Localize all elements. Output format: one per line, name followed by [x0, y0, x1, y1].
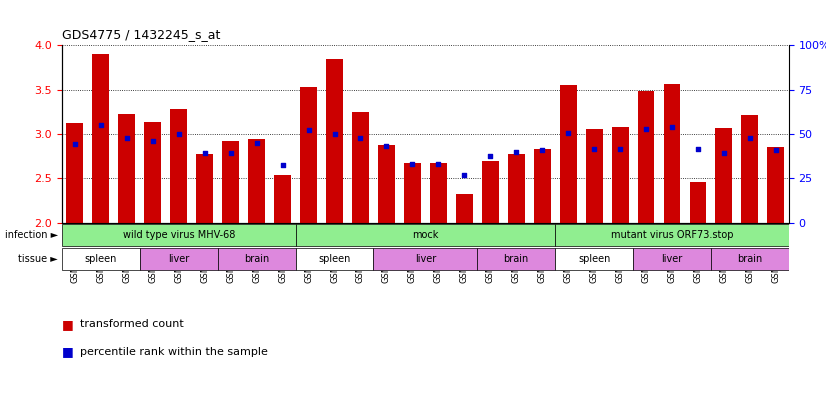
- Text: percentile rank within the sample: percentile rank within the sample: [80, 347, 268, 357]
- Point: [562, 130, 575, 136]
- Bar: [555, 224, 789, 246]
- Text: mock: mock: [412, 230, 439, 240]
- Point: [769, 147, 782, 153]
- Point: [172, 131, 185, 137]
- Text: mutant virus ORF73.stop: mutant virus ORF73.stop: [610, 230, 733, 240]
- Point: [276, 162, 289, 168]
- Bar: [140, 248, 218, 270]
- Point: [743, 135, 757, 141]
- Bar: [378, 145, 395, 223]
- Bar: [482, 161, 499, 223]
- Bar: [300, 87, 317, 223]
- Bar: [373, 248, 477, 270]
- Point: [121, 134, 134, 141]
- Bar: [555, 248, 633, 270]
- Bar: [222, 141, 239, 223]
- Bar: [170, 109, 188, 223]
- Text: liver: liver: [415, 254, 436, 264]
- Bar: [690, 182, 706, 223]
- Text: brain: brain: [244, 254, 269, 264]
- Text: ■: ■: [62, 318, 74, 331]
- Text: ■: ■: [62, 345, 74, 358]
- Bar: [742, 115, 758, 223]
- Bar: [711, 248, 789, 270]
- Point: [302, 127, 316, 134]
- Bar: [145, 121, 161, 223]
- Bar: [611, 127, 629, 223]
- Point: [717, 149, 730, 156]
- Bar: [197, 154, 213, 223]
- Text: brain: brain: [738, 254, 762, 264]
- Text: wild type virus MHV-68: wild type virus MHV-68: [122, 230, 235, 240]
- Text: spleen: spleen: [578, 254, 610, 264]
- Bar: [663, 84, 681, 223]
- Point: [198, 149, 211, 156]
- Bar: [586, 129, 602, 223]
- Point: [69, 141, 82, 147]
- Bar: [296, 248, 373, 270]
- Bar: [638, 91, 654, 223]
- Bar: [715, 128, 733, 223]
- Point: [691, 146, 705, 152]
- Point: [510, 149, 523, 155]
- Point: [639, 125, 653, 132]
- Point: [432, 161, 445, 167]
- Bar: [296, 224, 555, 246]
- Point: [354, 134, 367, 141]
- Point: [458, 172, 471, 178]
- Bar: [66, 123, 83, 223]
- Point: [484, 153, 497, 159]
- Text: spleen: spleen: [85, 254, 117, 264]
- Text: liver: liver: [169, 254, 189, 264]
- Bar: [430, 163, 447, 223]
- Bar: [118, 114, 135, 223]
- Point: [406, 161, 419, 167]
- Bar: [560, 85, 577, 223]
- Bar: [633, 248, 711, 270]
- Text: infection ►: infection ►: [5, 230, 58, 240]
- Bar: [477, 248, 555, 270]
- Point: [535, 147, 548, 153]
- Point: [614, 146, 627, 152]
- Point: [146, 138, 159, 144]
- Bar: [248, 139, 265, 223]
- Bar: [274, 175, 291, 223]
- Bar: [62, 248, 140, 270]
- Bar: [326, 59, 343, 223]
- Text: spleen: spleen: [318, 254, 351, 264]
- Bar: [534, 149, 551, 223]
- Text: brain: brain: [504, 254, 529, 264]
- Point: [328, 131, 341, 137]
- Bar: [62, 224, 296, 246]
- Text: GDS4775 / 1432245_s_at: GDS4775 / 1432245_s_at: [62, 28, 221, 41]
- Bar: [767, 147, 784, 223]
- Bar: [456, 194, 472, 223]
- Text: tissue ►: tissue ►: [18, 254, 58, 264]
- Point: [666, 124, 679, 130]
- Bar: [352, 112, 369, 223]
- Bar: [508, 154, 525, 223]
- Point: [224, 149, 237, 156]
- Bar: [93, 54, 109, 223]
- Text: liver: liver: [662, 254, 682, 264]
- Point: [250, 140, 263, 146]
- Text: transformed count: transformed count: [80, 319, 184, 329]
- Bar: [404, 163, 420, 223]
- Bar: [218, 248, 296, 270]
- Point: [587, 146, 601, 152]
- Point: [94, 122, 107, 128]
- Point: [380, 142, 393, 149]
